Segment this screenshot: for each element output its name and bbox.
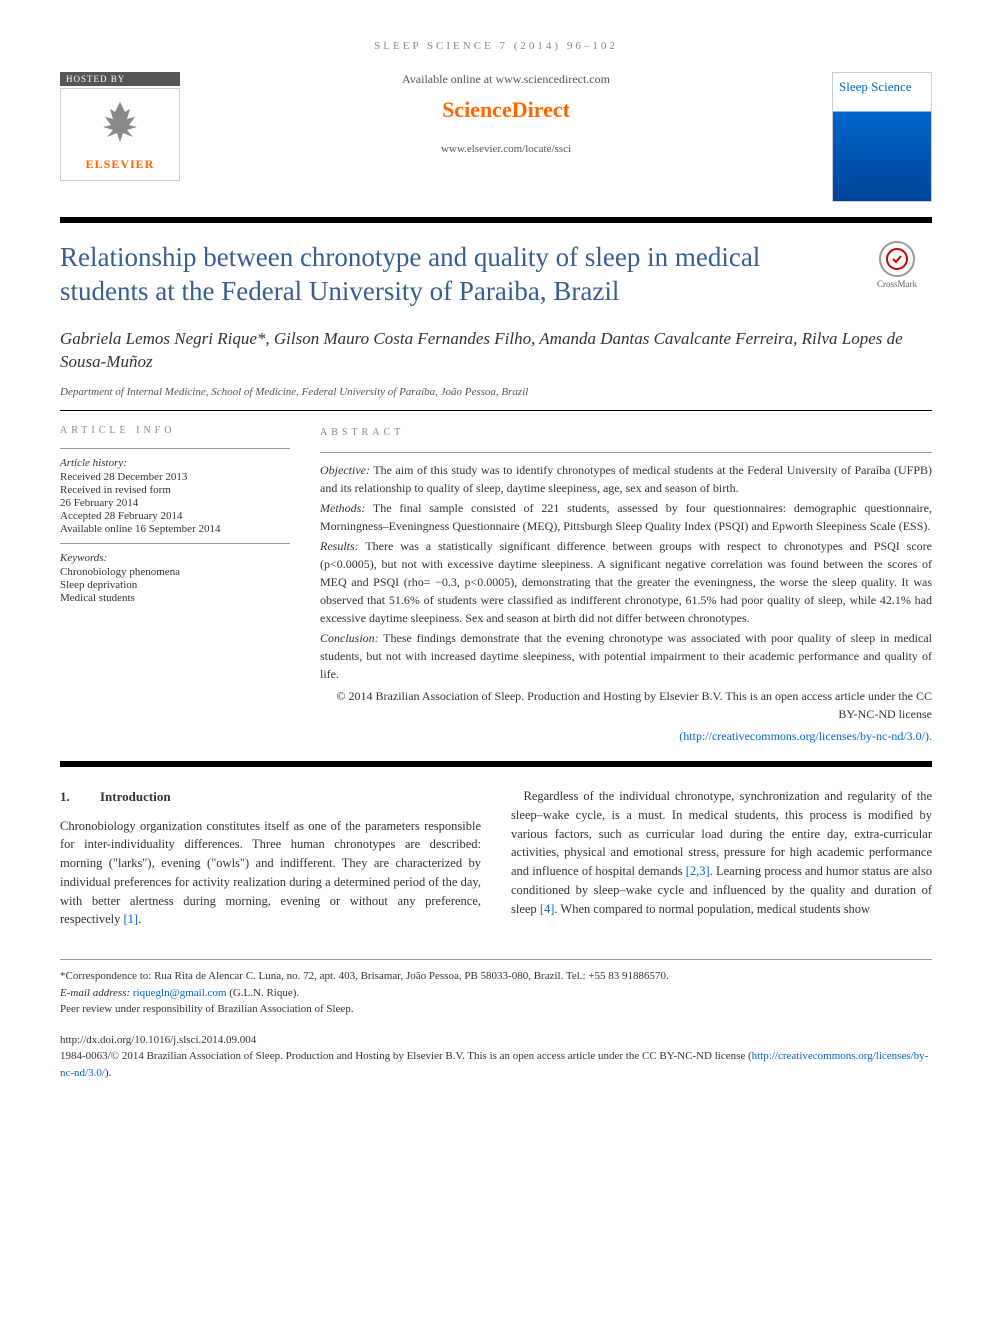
- intro-p2c: . When compared to normal population, me…: [554, 902, 870, 916]
- section-heading: 1.Introduction: [60, 787, 481, 807]
- citation-link[interactable]: [1]: [124, 912, 139, 926]
- footnotes: *Correspondence to: Rua Rita de Alencar …: [60, 959, 932, 1018]
- rule-thick-mid: [60, 761, 932, 767]
- issn-copyright: 1984-0063/© 2014 Brazilian Association o…: [60, 1050, 752, 1062]
- crossmark-icon: [879, 241, 915, 277]
- intro-p1: Chronobiology organization constitutes i…: [60, 819, 481, 927]
- license-link[interactable]: (http://creativecommons.org/licenses/by-…: [679, 729, 932, 743]
- methods-text: The final sample consisted of 221 studen…: [320, 501, 932, 533]
- authors: Gabriela Lemos Negri Rique*, Gilson Maur…: [60, 327, 932, 375]
- accepted-date: Accepted 28 February 2014: [60, 510, 290, 522]
- results-label: Results:: [320, 539, 359, 553]
- correspondence-note: *Correspondence to: Rua Rita de Alencar …: [60, 968, 932, 985]
- objective-label: Objective:: [320, 463, 370, 477]
- body-text: 1.Introduction Chronobiology organizatio…: [60, 787, 932, 929]
- doi-url[interactable]: http://dx.doi.org/10.1016/j.slsci.2014.0…: [60, 1032, 932, 1049]
- header-center: Available online at www.sciencedirect.co…: [180, 72, 832, 155]
- sciencedirect-logo: ScienceDirect: [200, 97, 812, 123]
- email-link[interactable]: riquegln@gmail.com: [133, 987, 227, 999]
- hosted-by-label: HOSTED BY: [60, 72, 180, 86]
- doi-block: http://dx.doi.org/10.1016/j.slsci.2014.0…: [60, 1032, 932, 1082]
- article-info-heading: ARTICLE INFO: [60, 425, 290, 436]
- online-date: Available online 16 September 2014: [60, 523, 290, 535]
- journal-url: www.elsevier.com/locate/ssci: [200, 143, 812, 155]
- hosted-by-block: HOSTED BY ELSEVIER: [60, 72, 180, 181]
- methods-label: Methods:: [320, 501, 365, 515]
- keyword: Medical students: [60, 592, 290, 604]
- email-label: E-mail address:: [60, 987, 133, 999]
- abstract-column: ABSTRACT Objective: The aim of this stud…: [320, 425, 932, 747]
- history-label: Article history:: [60, 457, 290, 469]
- affiliation: Department of Internal Medicine, School …: [60, 386, 932, 398]
- objective-text: The aim of this study was to identify ch…: [320, 463, 932, 495]
- conclusion-text: These findings demonstrate that the even…: [320, 631, 932, 681]
- body-column-right: Regardless of the individual chronotype,…: [511, 787, 932, 929]
- conclusion-label: Conclusion:: [320, 631, 379, 645]
- body-column-left: 1.Introduction Chronobiology organizatio…: [60, 787, 481, 929]
- running-head: SLEEP SCIENCE 7 (2014) 96–102: [60, 40, 932, 52]
- copyright-text: © 2014 Brazilian Association of Sleep. P…: [336, 689, 932, 721]
- elsevier-tree-icon: [69, 97, 171, 157]
- journal-cover: Sleep Science: [832, 72, 932, 202]
- available-online-text: Available online at www.sciencedirect.co…: [200, 72, 812, 87]
- keyword: Sleep deprivation: [60, 579, 290, 591]
- email-attribution: (G.L.N. Rique).: [226, 987, 299, 999]
- revised-date: 26 February 2014: [60, 497, 290, 509]
- received-date: Received 28 December 2013: [60, 471, 290, 483]
- crossmark-label: CrossMark: [862, 279, 932, 289]
- results-text: There was a statistically significant di…: [320, 539, 932, 625]
- article-info-column: ARTICLE INFO Article history: Received 2…: [60, 425, 290, 747]
- revised-label: Received in revised form: [60, 484, 290, 496]
- journal-header: HOSTED BY ELSEVIER Available online at w…: [60, 72, 932, 202]
- article-title: Relationship between chronotype and qual…: [60, 241, 862, 309]
- peer-review-note: Peer review under responsibility of Braz…: [60, 1001, 932, 1018]
- elsevier-logo: ELSEVIER: [60, 88, 180, 181]
- citation-link[interactable]: [2,3]: [686, 864, 710, 878]
- abstract-heading: ABSTRACT: [320, 425, 932, 440]
- crossmark-badge[interactable]: CrossMark: [862, 241, 932, 289]
- section-title: Introduction: [100, 789, 171, 804]
- cover-title: Sleep Science: [839, 79, 925, 95]
- section-number: 1.: [60, 787, 100, 807]
- citation-link[interactable]: [4]: [540, 902, 555, 916]
- elsevier-name: ELSEVIER: [69, 157, 171, 172]
- keyword: Chronobiology phenomena: [60, 566, 290, 578]
- keywords-label: Keywords:: [60, 552, 290, 564]
